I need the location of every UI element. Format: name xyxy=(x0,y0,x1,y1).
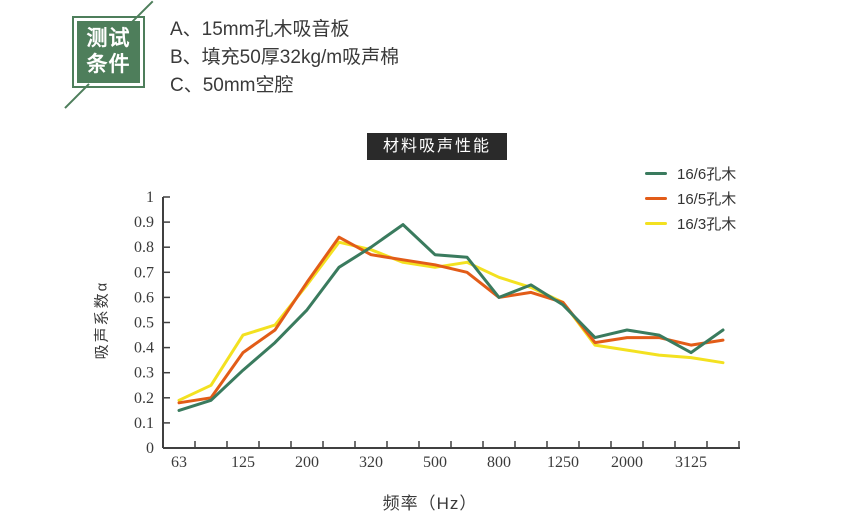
condition-item-c: C、50mm空腔 xyxy=(170,75,294,96)
x-axis-title: 频率（Hz） xyxy=(382,494,478,513)
svg-text:0: 0 xyxy=(146,440,154,457)
legend-item: 16/6孔木 xyxy=(645,161,736,186)
legend-item: 16/3孔木 xyxy=(645,211,736,236)
legend-swatch-16-5-icon xyxy=(645,197,667,200)
legend-label: 16/6孔木 xyxy=(677,166,737,183)
svg-text:800: 800 xyxy=(487,454,511,471)
svg-text:0.2: 0.2 xyxy=(134,390,154,407)
svg-text:500: 500 xyxy=(423,454,447,471)
legend-swatch-16-6-icon xyxy=(645,172,667,175)
svg-text:320: 320 xyxy=(359,454,383,471)
svg-text:0.9: 0.9 xyxy=(134,214,154,231)
svg-text:0.4: 0.4 xyxy=(134,340,154,357)
svg-text:125: 125 xyxy=(231,454,255,471)
svg-text:200: 200 xyxy=(295,454,319,471)
svg-text:63: 63 xyxy=(171,454,187,471)
test-conditions-badge: 测试 条件 xyxy=(72,16,145,88)
legend-label: 16/5孔木 xyxy=(677,191,737,208)
svg-text:0.3: 0.3 xyxy=(134,365,154,382)
svg-text:0.8: 0.8 xyxy=(134,239,154,256)
svg-text:0.6: 0.6 xyxy=(134,289,154,306)
legend-item: 16/5孔木 xyxy=(645,186,736,211)
chart-legend: 16/6孔木 16/5孔木 16/3孔木 xyxy=(645,161,736,236)
legend-swatch-16-3-icon xyxy=(645,222,667,225)
svg-text:2000: 2000 xyxy=(611,454,643,471)
svg-text:1: 1 xyxy=(146,189,154,206)
svg-text:0.7: 0.7 xyxy=(134,264,154,281)
legend-label: 16/3孔木 xyxy=(677,216,737,233)
condition-item-a: A、15mm孔木吸音板 xyxy=(170,19,350,40)
conditions-list: A、15mm孔木吸音板 B、填充50厚32kg/m吸声棉 C、50mm空腔 xyxy=(170,16,399,100)
chart-title: 材料吸声性能 xyxy=(367,133,507,160)
badge-line-1: 测试 xyxy=(86,27,131,50)
svg-text:0.5: 0.5 xyxy=(134,315,154,332)
test-conditions-badge-text: 测试 条件 xyxy=(77,21,140,83)
svg-text:0.1: 0.1 xyxy=(134,415,154,432)
svg-text:3125: 3125 xyxy=(675,454,707,471)
condition-item-b: B、填充50厚32kg/m吸声棉 xyxy=(170,47,400,68)
svg-text:1250: 1250 xyxy=(547,454,579,471)
badge-line-2: 条件 xyxy=(86,53,131,76)
